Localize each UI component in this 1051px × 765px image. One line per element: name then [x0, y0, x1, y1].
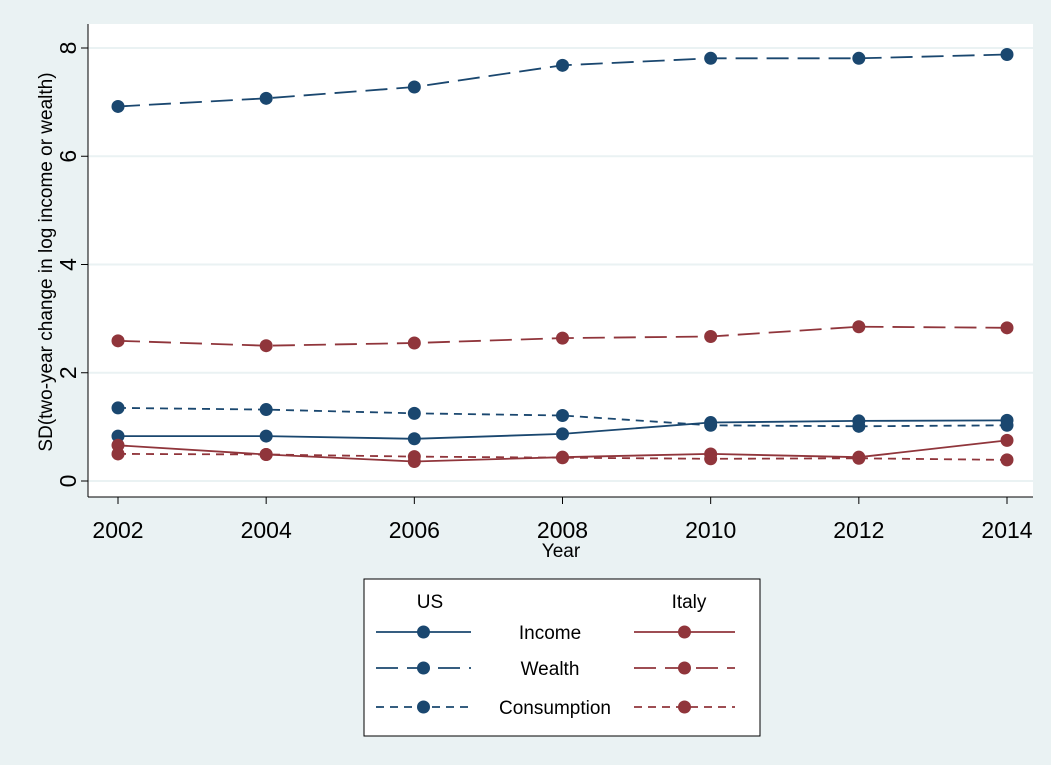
data-point	[407, 406, 421, 420]
data-point	[1000, 47, 1014, 61]
legend-label-income: Income	[519, 623, 581, 644]
data-point	[259, 339, 273, 353]
data-point	[556, 451, 569, 465]
data-point	[1000, 418, 1014, 432]
x-tick-label: 2002	[92, 517, 143, 543]
x-tick-label: 2012	[833, 517, 884, 543]
data-point	[1000, 433, 1014, 447]
data-point	[704, 329, 718, 343]
data-point	[1000, 453, 1014, 467]
legend-key-italy-consumption	[634, 700, 735, 714]
legend: US Italy Income Wealth Consumption	[363, 578, 761, 737]
x-tick-label: 2004	[241, 517, 292, 543]
y-axis-ticks: 0 2 4 6 8	[55, 42, 88, 488]
series-us-consumption	[111, 401, 1014, 433]
data-point	[407, 336, 421, 350]
data-point	[852, 419, 866, 433]
y-tick-label: 6	[55, 150, 81, 163]
data-point	[852, 51, 866, 65]
data-point	[556, 427, 569, 441]
data-point	[111, 334, 125, 348]
data-point	[259, 429, 273, 443]
data-point	[111, 401, 125, 415]
data-point	[556, 409, 569, 423]
data-point	[407, 80, 421, 94]
data-point	[852, 320, 866, 334]
x-axis-title: Year	[542, 541, 581, 562]
series-italy-consumption	[111, 447, 1014, 467]
series-lines	[111, 47, 1014, 469]
y-tick-label: 4	[55, 258, 81, 271]
legend-key-marker	[678, 661, 691, 675]
data-point	[259, 447, 273, 461]
data-point	[407, 432, 421, 446]
legend-key-italy-income	[634, 625, 735, 639]
legend-label-consumption: Consumption	[499, 698, 611, 719]
data-point	[259, 403, 273, 417]
legend-key-marker	[417, 625, 430, 639]
legend-box	[363, 578, 761, 737]
y-tick-label: 8	[55, 42, 81, 55]
data-point	[704, 51, 718, 65]
x-axis-ticks: 2002 2004 2006 2008 2010 2012 2014	[92, 497, 1033, 543]
series-us-wealth	[111, 47, 1014, 113]
legend-label-wealth: Wealth	[521, 659, 580, 680]
legend-key-marker	[678, 625, 691, 639]
data-point	[111, 99, 125, 113]
x-tick-label: 2006	[389, 517, 440, 543]
gridlines	[88, 47, 1033, 482]
x-tick-label: 2008	[537, 517, 588, 543]
legend-key-italy-wealth	[634, 661, 735, 675]
data-point	[1000, 321, 1014, 335]
legend-key-marker	[417, 700, 430, 714]
data-point	[704, 452, 718, 466]
legend-key-marker	[417, 661, 430, 675]
legend-header-italy: Italy	[672, 592, 707, 613]
y-axis-title: SD(two-year change in log income or weal…	[36, 72, 57, 451]
y-tick-label: 2	[55, 366, 81, 379]
y-tick-label: 0	[55, 475, 81, 488]
data-point	[704, 418, 718, 432]
legend-key-us-consumption	[376, 700, 471, 714]
data-point	[852, 451, 866, 465]
x-tick-label: 2010	[685, 517, 736, 543]
data-point	[111, 429, 125, 443]
x-tick-label: 2014	[981, 517, 1032, 543]
legend-key-us-income	[376, 625, 471, 639]
legend-key-marker	[678, 700, 691, 714]
data-point	[556, 331, 569, 345]
data-point	[556, 58, 569, 72]
legend-header-us: US	[417, 592, 443, 613]
series-italy-wealth	[111, 320, 1014, 353]
legend-key-us-wealth	[376, 661, 471, 675]
data-point	[407, 450, 421, 464]
legend-keys	[376, 625, 735, 714]
data-point	[259, 91, 273, 105]
data-point	[111, 447, 125, 461]
